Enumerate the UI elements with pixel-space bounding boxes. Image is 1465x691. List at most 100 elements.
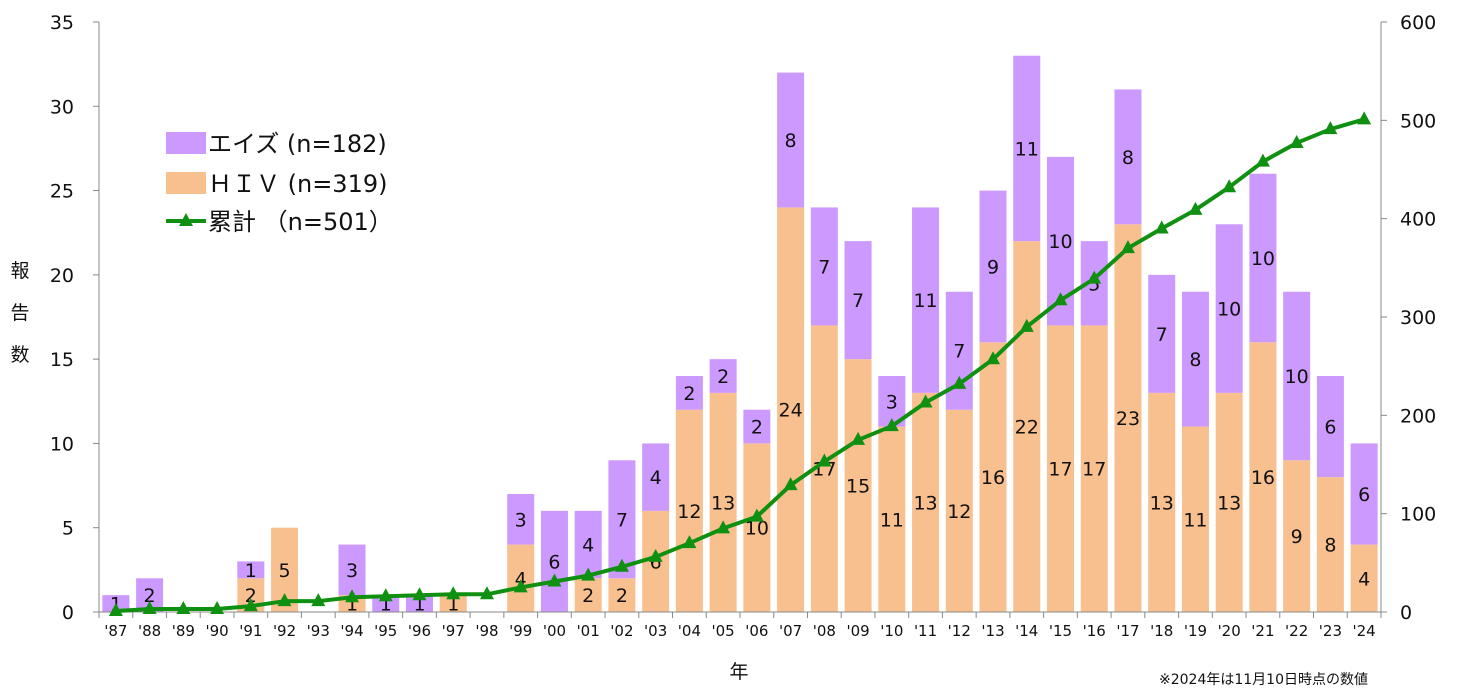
x-tick-label: '22 — [1285, 622, 1308, 640]
bar-aids — [338, 544, 366, 596]
bar-aids — [1350, 443, 1378, 545]
data-label-hiv: 17 — [1048, 459, 1072, 481]
footnote: ※2024年は11月10日時点の数値 — [1159, 672, 1368, 688]
x-tick-label: '01 — [577, 622, 600, 640]
x-tick-label: '08 — [813, 622, 836, 640]
cumulative-point — [1120, 240, 1135, 254]
cumulative-point — [783, 477, 798, 491]
data-label-aids: 4 — [582, 535, 594, 557]
x-tick-label: '97 — [442, 622, 465, 640]
x-tick-label: '90 — [205, 622, 228, 640]
data-label-aids: 3 — [515, 509, 527, 531]
data-label-hiv: 11 — [880, 509, 904, 531]
x-tick-label: '19 — [1184, 622, 1207, 640]
legend-label-hiv: ＨＩＶ (n=319) — [208, 170, 387, 198]
data-label-aids: 7 — [818, 256, 830, 278]
bar-aids — [642, 443, 670, 511]
data-label-aids: 3 — [886, 391, 898, 413]
bar-hiv — [743, 443, 771, 612]
bar-aids — [1148, 274, 1176, 393]
x-tick-label: '23 — [1319, 622, 1342, 640]
bar-hiv — [1047, 325, 1074, 612]
y-left-tick-label: 0 — [62, 602, 74, 624]
x-tick-label: '99 — [509, 622, 532, 640]
bar-hiv — [1249, 342, 1277, 612]
cumulative-point — [1222, 179, 1237, 193]
cumulative-point — [1255, 153, 1270, 167]
data-label-aids: 7 — [852, 290, 864, 312]
bar-hiv — [574, 578, 602, 612]
x-tick-label: '93 — [307, 622, 330, 640]
cumulative-point — [851, 431, 866, 445]
data-label-hiv: 5 — [279, 560, 291, 582]
data-label-aids: 10 — [1285, 366, 1309, 388]
bar-labels-layer: 1221513111436242764122132102248177157113… — [110, 130, 1370, 616]
bar-aids — [540, 510, 568, 612]
bar-hiv — [912, 392, 940, 612]
bar-hiv — [439, 595, 467, 612]
y-left-tick-label: 30 — [50, 96, 74, 118]
bar-aids — [979, 190, 1007, 343]
bar-hiv — [945, 409, 973, 612]
bar-hiv — [507, 544, 535, 612]
cumulative-point — [952, 375, 967, 389]
x-tick-label: '02 — [610, 622, 633, 640]
bar-hiv — [1215, 392, 1243, 612]
cumulative-point — [1154, 220, 1169, 234]
cumulative-point — [513, 579, 528, 593]
x-tick-label: '09 — [846, 622, 869, 640]
bar-aids — [608, 460, 636, 579]
cumulative-point — [648, 548, 663, 562]
cumulative-point — [716, 520, 731, 534]
cumulative-point — [1357, 111, 1372, 125]
cumulative-point — [1323, 121, 1338, 135]
data-label-hiv: 12 — [677, 501, 701, 523]
data-label-hiv: 13 — [711, 492, 735, 514]
x-tick-label: '88 — [138, 622, 161, 640]
cumulative-point — [1053, 292, 1068, 306]
x-tick-label: '89 — [172, 622, 195, 640]
x-tick-label: '07 — [779, 622, 802, 640]
bar-hiv — [844, 359, 872, 612]
data-label-aids: 2 — [683, 383, 695, 405]
cumulative-point — [378, 588, 393, 602]
cumulative-point — [479, 586, 494, 600]
cumulative-point — [1019, 318, 1034, 332]
data-label-aids: 7 — [1156, 324, 1168, 346]
data-label-hiv: 13 — [1150, 492, 1174, 514]
data-label-hiv: 4 — [515, 568, 527, 590]
y-right-tick-label: 400 — [1400, 209, 1436, 231]
x-tick-label: '92 — [273, 622, 296, 640]
data-label-aids: 3 — [346, 560, 358, 582]
data-label-aids: 2 — [144, 585, 156, 607]
bar-hiv — [1350, 544, 1378, 612]
y-right-tick-label: 100 — [1400, 504, 1436, 526]
cumulative-point — [884, 418, 899, 432]
data-label-aids: 2 — [751, 417, 763, 439]
y-left-tick-label: 10 — [50, 433, 74, 455]
bar-aids — [912, 207, 940, 393]
legend-label-aids: エイズ (n=182) — [208, 130, 387, 158]
bar-hiv — [1114, 224, 1142, 613]
data-label-aids: 7 — [953, 341, 965, 363]
bar-aids — [743, 409, 771, 444]
cumulative-point — [1087, 270, 1102, 284]
y-axis-label-char: 数 — [10, 344, 29, 366]
y-axis-label-text: 報告数 — [10, 260, 29, 366]
bar-hiv — [1181, 426, 1209, 612]
x-tick-label: '05 — [712, 622, 735, 640]
cumulative-point — [682, 535, 697, 549]
bar-hiv — [878, 426, 906, 612]
cumulative-point — [412, 587, 427, 601]
x-tick-label: '24 — [1353, 622, 1376, 640]
y-right-tick-label: 600 — [1400, 12, 1436, 34]
bar-aids — [372, 595, 400, 612]
y-right-tick-label: 500 — [1400, 110, 1436, 132]
data-label-hiv: 8 — [1324, 535, 1336, 557]
data-label-aids: 10 — [1251, 248, 1275, 270]
bar-aids — [844, 241, 872, 360]
bar-aids — [1013, 55, 1041, 242]
y-right-tick-label: 200 — [1400, 405, 1436, 427]
x-tick-label: '95 — [374, 622, 397, 640]
